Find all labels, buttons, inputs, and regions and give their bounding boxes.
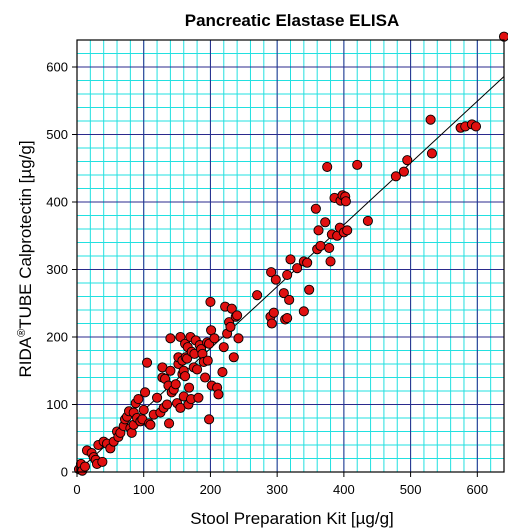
data-point [165,365,176,376]
data-point [165,333,176,344]
y-axis-label-suffix: TUBE Calprotectin [µg/g] [16,140,35,328]
data-point [282,313,293,324]
x-tick-label: 200 [200,482,222,497]
data-point [170,379,181,390]
y-axis-label-superscript: ® [16,329,28,337]
x-tick-label: 500 [400,482,422,497]
data-point [164,418,175,429]
data-point [193,392,204,403]
data-point [390,171,401,182]
y-tick-labels: 0 100 200 300 400 500 600 [46,60,77,480]
data-point [470,121,482,132]
data-point [218,342,229,353]
data-point [152,392,163,403]
data-point [315,240,326,251]
data-point [200,372,211,383]
y-tick-label: 500 [46,127,68,142]
data-point [402,155,413,166]
y-tick-label: 0 [61,465,68,480]
data-point [205,296,216,307]
y-tick-label: 400 [46,195,68,210]
data-point [284,294,295,305]
data-point [226,303,237,314]
major-grid [77,40,504,472]
data-point [232,310,243,321]
x-tick-label: 0 [73,482,80,497]
data-point [192,364,203,375]
chart-title: Pancreatic Elastase ELISA [185,11,400,30]
data-point [313,225,324,236]
x-tick-label: 600 [466,482,488,497]
y-axis-label-prefix: RIDA [16,336,35,377]
data-point [202,355,213,366]
data-point [426,148,437,159]
data-point [292,263,303,274]
data-point [145,419,156,430]
data-point [133,394,144,405]
y-axis-label: RIDA®TUBE Calprotectin [µg/g] [16,140,35,377]
data-point [233,333,244,344]
data-point [352,159,363,170]
plot-border [76,39,505,473]
data-point [320,217,331,228]
data-point [310,203,321,214]
x-tick-labels: 0 100 200 300 400 500 600 [73,472,488,497]
data-points [73,31,508,476]
data-point [79,461,91,472]
data-point [266,318,277,329]
data-point [304,284,315,295]
y-tick-label: 300 [46,262,68,277]
y-tick-label: 200 [46,330,68,345]
data-point [97,456,108,467]
data-point [138,404,149,415]
data-point [268,307,279,318]
data-point [298,306,309,317]
axes [76,39,505,473]
data-point [213,389,224,400]
data-point [425,114,436,125]
data-point [266,267,277,278]
y-tick-label: 100 [46,397,68,412]
x-tick-label: 100 [133,482,155,497]
data-point [209,333,220,344]
data-point [302,257,313,268]
data-point [204,414,215,425]
data-point [340,196,351,207]
data-point [398,166,409,177]
data-point [162,399,173,410]
data-point [282,269,293,280]
x-axis-label: Stool Preparation Kit [µg/g] [190,509,394,528]
data-point [225,321,236,332]
data-point [324,242,335,253]
x-tick-label: 300 [266,482,288,497]
data-point [322,161,333,172]
data-point [184,382,195,393]
y-tick-label: 600 [46,60,68,75]
x-tick-label: 400 [333,482,355,497]
data-point [325,256,336,267]
data-point [142,357,153,368]
data-point [278,288,289,299]
data-point [228,352,239,363]
data-point [140,387,151,398]
data-point [285,254,296,265]
data-point [362,215,373,226]
data-point [180,371,191,382]
data-point [270,274,281,285]
data-point [342,225,353,236]
data-point [217,367,228,378]
data-point [252,290,263,301]
